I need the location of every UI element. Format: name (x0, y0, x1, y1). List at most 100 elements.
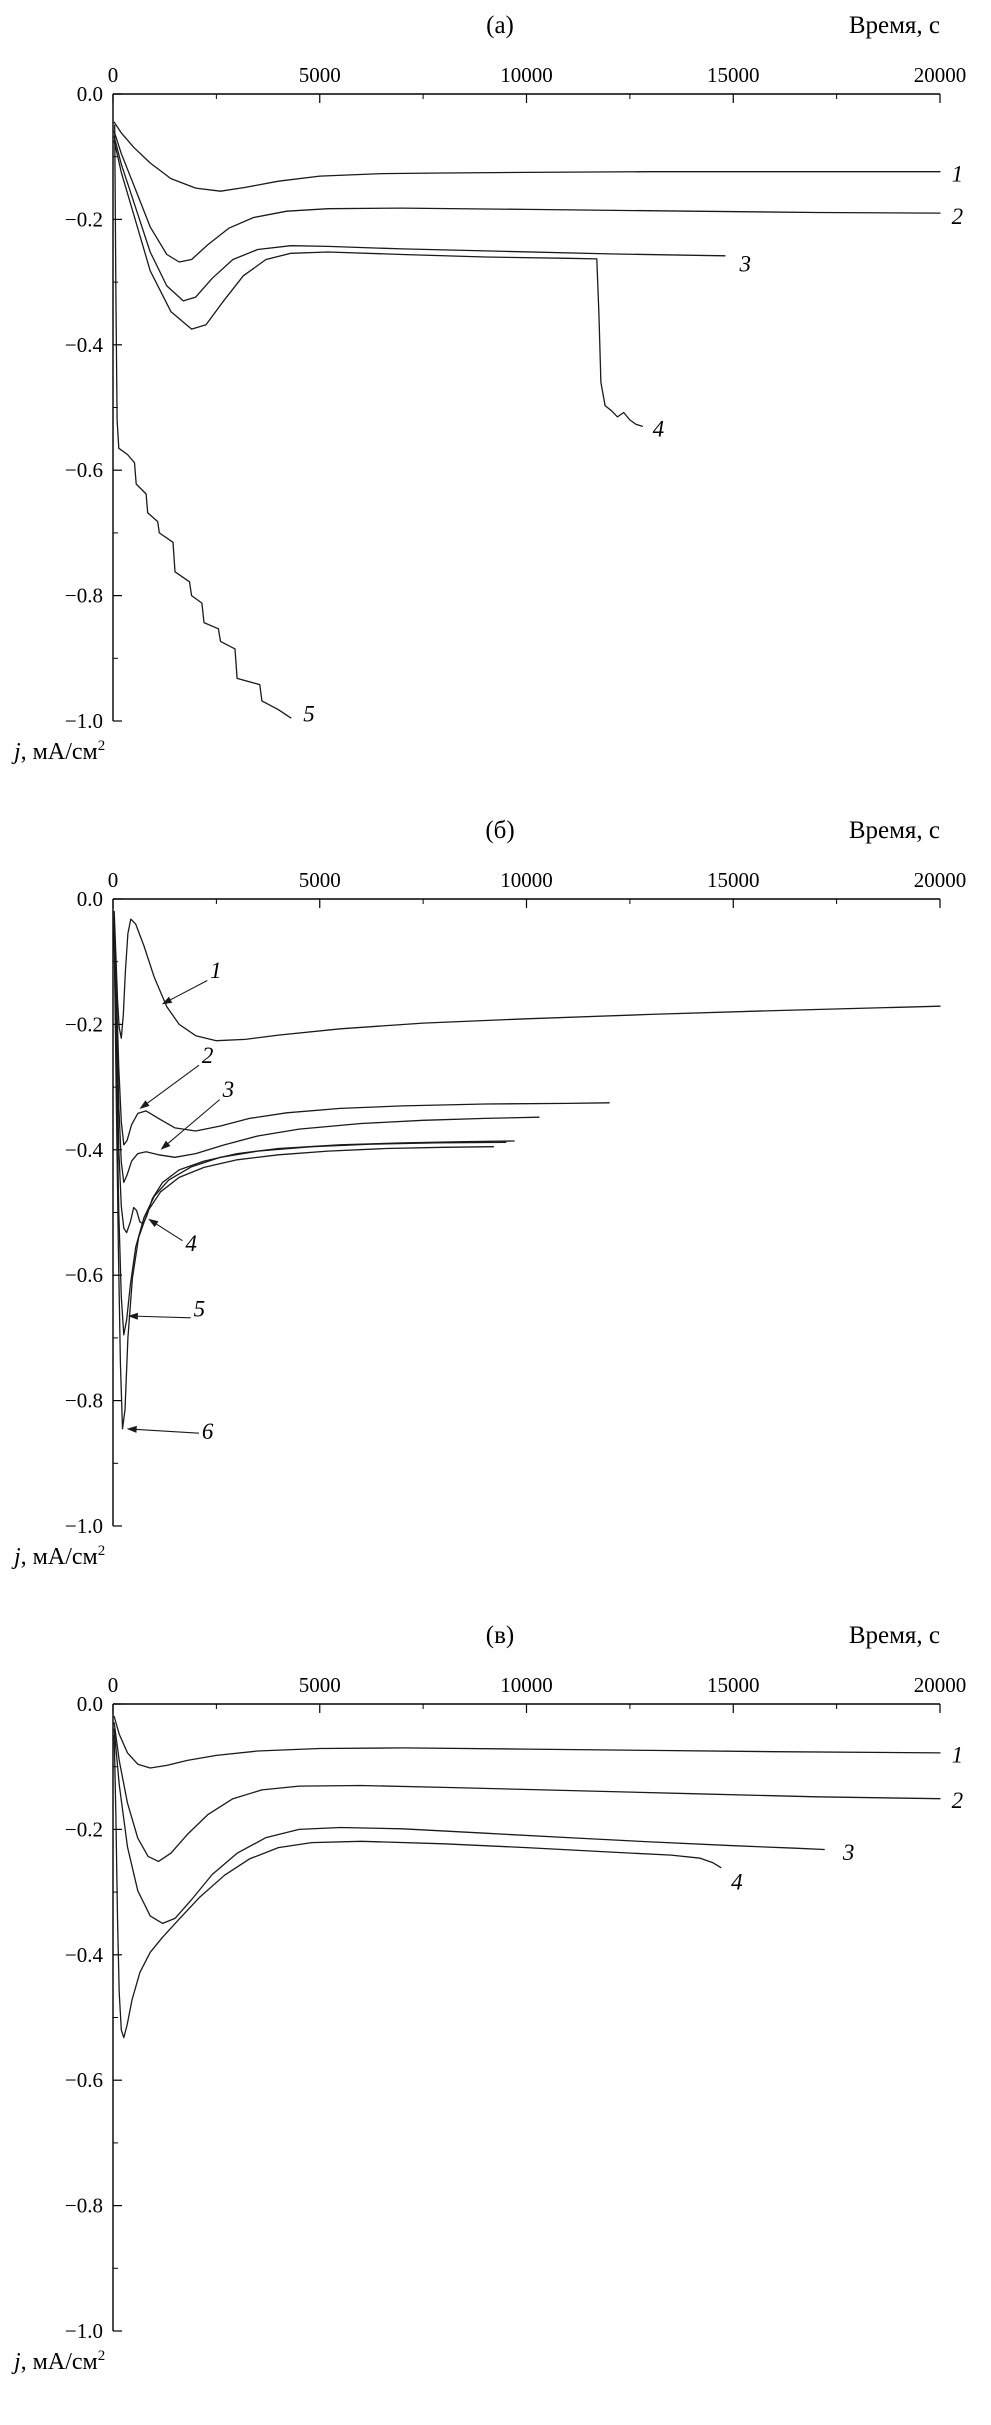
y-axis-units: , мА/см (20, 1544, 98, 1570)
curve-3 (113, 135, 726, 302)
x-tick-label: 5000 (299, 868, 341, 892)
panel-a: (а) Время, с 0 5000 10000 15000 20000 0.0 −0.2… (0, 6, 991, 768)
y-axis-variable: j (14, 739, 21, 765)
curve-label-1: 1 (952, 1742, 964, 1767)
y-tick-label: 0.0 (77, 1692, 103, 1716)
annotation-arrowhead (127, 1312, 138, 1320)
y-tick-label: −0.8 (65, 584, 103, 608)
x-tick-label: 15000 (707, 1673, 760, 1697)
curve-2 (113, 917, 610, 1146)
panel-v-label: (в) (485, 1622, 515, 1649)
y-tick-label: −0.6 (65, 1263, 103, 1287)
y-tick-label: 0.0 (77, 887, 103, 911)
annotation-arrowhead (161, 996, 173, 1005)
curve-label-3: 3 (842, 1840, 855, 1865)
curve-label-5: 5 (194, 1297, 206, 1322)
curve-label-2: 2 (202, 1043, 214, 1068)
curve-4 (113, 1734, 722, 2039)
panel-b: (б) Время, с 0 5000 10000 15000 20000 0.0 −0.2… (0, 811, 991, 1573)
x-tick-label: 10000 (500, 868, 553, 892)
y-tick-label: −0.4 (65, 1943, 104, 1967)
panel-a-label: (а) (486, 12, 514, 39)
curve-label-4: 4 (731, 1870, 743, 1895)
curve-2 (113, 130, 941, 263)
annotation-arrow (147, 1064, 200, 1104)
annotation-arrowhead (160, 1140, 171, 1150)
panel-a-x-axis-title: Время, с (848, 12, 940, 39)
x-tick-label: 0 (108, 868, 119, 892)
x-tick-label: 5000 (299, 63, 341, 87)
curve-5 (113, 929, 507, 1336)
y-axis-units: , мА/см (20, 2349, 98, 2375)
annotation-arrowhead (139, 1100, 150, 1110)
curve-label-3: 3 (738, 252, 751, 277)
curve-4 (113, 140, 643, 427)
annotation-arrow (156, 1223, 183, 1242)
curve-3 (113, 1728, 825, 1925)
panel-b-chart: 0 5000 10000 15000 20000 0.0 −0.2 −0.4 −0.6 −0.8 −… (65, 868, 967, 1535)
x-tick-label: 0 (108, 63, 119, 87)
annotation-arrow (170, 980, 208, 1001)
y-tick-label: −1.0 (65, 709, 103, 730)
panel-a-header: (а) Время, с (0, 6, 991, 50)
panel-a-y-axis-title: j, мА/см2 (0, 730, 991, 768)
x-tick-label: 20000 (914, 1673, 967, 1697)
curve-label-1: 1 (210, 958, 222, 983)
x-tick-label: 20000 (914, 868, 967, 892)
curve-label-1: 1 (952, 161, 964, 186)
curve-label-4: 4 (185, 1231, 197, 1256)
y-tick-label: −0.8 (65, 2194, 103, 2218)
annotation-arrow (136, 1428, 200, 1434)
curve-2 (113, 1722, 941, 1863)
panel-b-label: (б) (485, 817, 515, 844)
curve-label-2: 2 (952, 204, 964, 229)
curve-label-3: 3 (222, 1077, 235, 1102)
curve-label-2: 2 (952, 1788, 964, 1813)
y-axis-superscript: 2 (97, 2348, 106, 2364)
panel-v: (в) Время, с 0 5000 10000 15000 20000 0.0 −0.2… (0, 1616, 991, 2378)
annotation-arrowhead (126, 1425, 137, 1433)
y-tick-label: −0.8 (65, 1389, 103, 1413)
y-tick-label: −0.6 (65, 458, 103, 482)
annotation-arrow (167, 1099, 221, 1144)
x-tick-label: 15000 (707, 868, 760, 892)
y-axis-variable: j (14, 2349, 21, 2375)
y-axis-units: , мА/см (20, 739, 98, 765)
x-tick-label: 15000 (707, 63, 760, 87)
x-tick-label: 10000 (500, 63, 553, 87)
y-axis-variable: j (14, 1544, 21, 1570)
y-tick-label: −0.2 (65, 207, 103, 231)
curve-5 (114, 124, 292, 719)
x-tick-label: 0 (108, 1673, 119, 1697)
panel-v-x-axis-title: Время, с (848, 1622, 940, 1649)
x-tick-label: 10000 (500, 1673, 553, 1697)
panel-b-x-axis-title: Время, с (848, 817, 940, 844)
curve-1 (113, 121, 941, 192)
y-tick-label: −0.4 (65, 1138, 104, 1162)
panel-v-chart: 0 5000 10000 15000 20000 0.0 −0.2 −0.4 −0.6 −0.8 −… (65, 1673, 967, 2340)
curve-1 (113, 910, 941, 1042)
y-tick-label: −0.2 (65, 1012, 103, 1036)
y-tick-label: 0.0 (77, 82, 103, 106)
y-tick-label: −1.0 (65, 2319, 103, 2340)
panel-v-y-axis-title: j, мА/см2 (0, 2340, 991, 2378)
curve-1 (113, 1715, 941, 1769)
curve-4 (113, 929, 515, 1234)
curve-label-6: 6 (202, 1419, 214, 1444)
panel-a-chart: 0 5000 10000 15000 20000 0.0 −0.2 −0.4 −0.6 −0.8 −… (65, 63, 966, 730)
panel-v-header: (в) Время, с (0, 1616, 991, 1660)
panel-b-header: (б) Время, с (0, 811, 991, 855)
x-tick-label: 5000 (299, 1673, 341, 1697)
curve-label-4: 4 (653, 416, 665, 441)
panel-b-y-axis-title: j, мА/см2 (0, 1535, 991, 1573)
y-tick-label: −0.4 (65, 333, 104, 357)
y-axis-superscript: 2 (97, 738, 106, 754)
annotation-arrowhead (148, 1218, 159, 1228)
annotation-arrow (137, 1315, 191, 1319)
curve-6 (113, 935, 495, 1430)
y-tick-label: −0.6 (65, 2068, 103, 2092)
y-axis-superscript: 2 (97, 1543, 106, 1559)
y-tick-label: −1.0 (65, 1514, 103, 1535)
y-tick-label: −0.2 (65, 1817, 103, 1841)
